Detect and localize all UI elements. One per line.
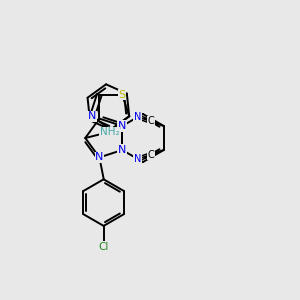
Text: S: S bbox=[118, 90, 126, 100]
Text: C: C bbox=[147, 116, 154, 126]
Text: C: C bbox=[147, 150, 154, 160]
Text: N: N bbox=[95, 152, 103, 162]
Text: N: N bbox=[118, 121, 126, 131]
Text: NH₂: NH₂ bbox=[100, 127, 119, 137]
Text: N: N bbox=[134, 154, 141, 164]
Text: N: N bbox=[118, 145, 126, 155]
Text: Cl: Cl bbox=[98, 242, 109, 252]
Text: N: N bbox=[88, 111, 97, 121]
Text: N: N bbox=[134, 112, 141, 122]
